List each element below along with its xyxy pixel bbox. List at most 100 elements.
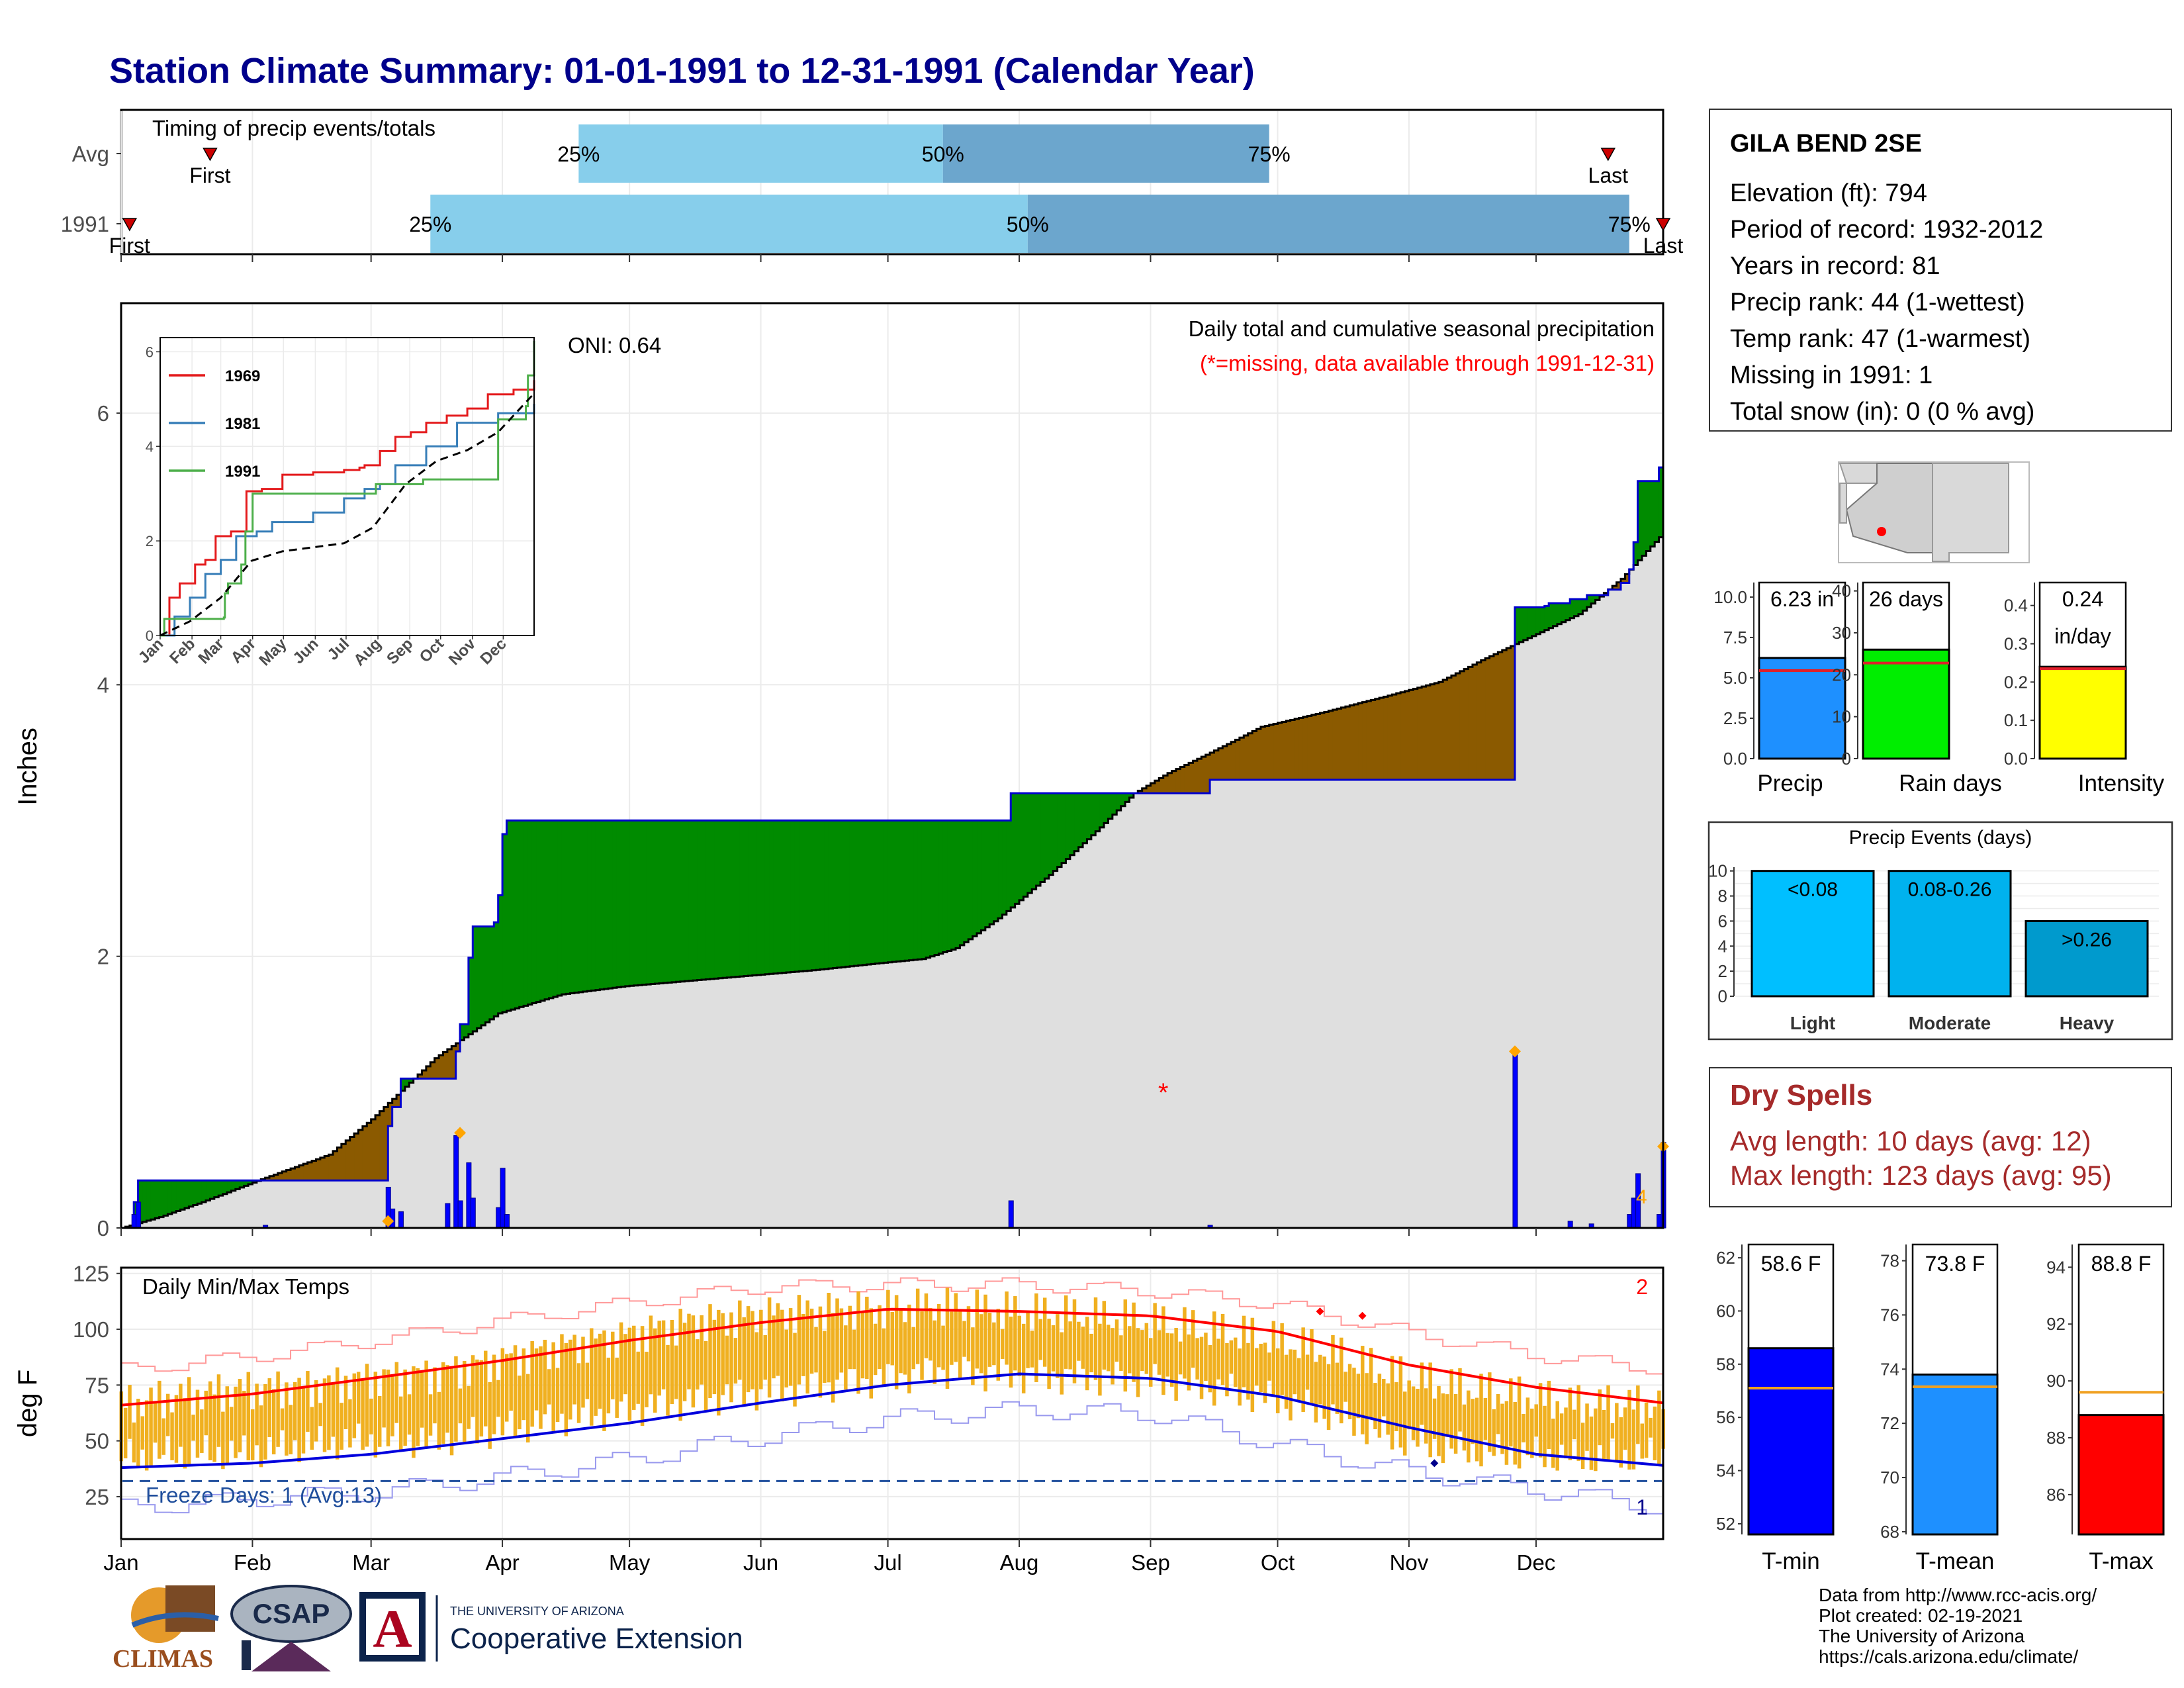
- month-tick-label: Oct: [1261, 1550, 1295, 1575]
- deficit-fill: [320, 1157, 325, 1181]
- daily-temp-bar: [924, 1293, 929, 1358]
- surplus-fill: [235, 1180, 240, 1190]
- surplus-fill: [1637, 481, 1643, 561]
- deficit-fill: [1616, 582, 1621, 590]
- deficit-fill: [333, 1150, 338, 1181]
- mini-bar-label: Precip: [1757, 771, 1823, 796]
- surplus-fill: [756, 820, 762, 975]
- daily-temp-bar: [1530, 1408, 1534, 1458]
- daily-temp-bar: [174, 1395, 179, 1463]
- daily-temp-bar: [1174, 1327, 1178, 1401]
- surplus-fill: [938, 820, 944, 954]
- daily-temp-bar: [1242, 1315, 1246, 1387]
- daily-temp-bar: [1471, 1399, 1475, 1444]
- deficit-fill: [375, 1115, 381, 1181]
- climas-swoosh-icon: [131, 1612, 219, 1628]
- mini-bar-label: Intensity: [2078, 771, 2165, 796]
- surplus-fill: [561, 820, 567, 995]
- deficit-fill: [1426, 685, 1431, 780]
- surplus-fill: [1540, 607, 1545, 632]
- deficit-fill: [1311, 714, 1316, 780]
- daily-temp-bar: [733, 1338, 738, 1384]
- daily-precip-bar: [1567, 1221, 1573, 1229]
- deficit-fill: [1485, 658, 1490, 780]
- daily-temp-bar: [441, 1362, 445, 1444]
- deficit-fill: [324, 1156, 330, 1181]
- surplus-fill: [1053, 793, 1058, 871]
- deficit-fill: [1371, 700, 1376, 780]
- daily-temp-bar: [1136, 1328, 1140, 1397]
- daily-temp-bar: [420, 1372, 424, 1428]
- daily-temp-bar: [1398, 1356, 1403, 1448]
- deficit-fill: [434, 1058, 439, 1079]
- deficit-fill: [1210, 752, 1215, 780]
- surplus-fill: [735, 820, 741, 977]
- daily-precip-bar: [1512, 1053, 1518, 1229]
- surplus-fill: [189, 1180, 194, 1207]
- daily-temp-bar: [1254, 1348, 1259, 1386]
- daily-temp-bar: [1169, 1333, 1174, 1387]
- daily-temp-bar: [572, 1335, 576, 1405]
- daily-temp-bar: [1475, 1397, 1479, 1462]
- deficit-fill: [1295, 718, 1300, 780]
- temp-y-tick-label: 25: [85, 1485, 109, 1509]
- daily-temp-bar: [1250, 1317, 1255, 1413]
- surplus-fill: [1129, 793, 1134, 798]
- surplus-fill: [1646, 481, 1651, 551]
- events-tick-label: 8: [1718, 886, 1727, 906]
- deficit-fill: [1464, 669, 1469, 780]
- surplus-fill: [240, 1180, 245, 1188]
- surplus-fill: [926, 820, 931, 958]
- temp-bar-tick-label: 56: [1716, 1407, 1735, 1427]
- surplus-fill: [921, 820, 927, 959]
- daily-temp-bar: [1187, 1334, 1191, 1391]
- daily-temp-bar: [1432, 1398, 1437, 1439]
- surplus-fill: [1650, 481, 1655, 547]
- events-tick-label: 0: [1718, 986, 1727, 1006]
- daily-temp-bar: [717, 1309, 721, 1416]
- daily-temp-bar: [1106, 1325, 1111, 1372]
- daily-temp-bar: [958, 1309, 962, 1378]
- daily-temp-bar: [653, 1328, 657, 1413]
- daily-temp-bar: [590, 1328, 594, 1426]
- deficit-fill: [1468, 667, 1473, 780]
- surplus-fill: [460, 1024, 465, 1041]
- daily-temp-bar: [886, 1289, 890, 1364]
- daily-temp-bar: [1021, 1323, 1026, 1393]
- surplus-fill: [956, 820, 961, 949]
- daily-temp-bar: [1534, 1404, 1538, 1437]
- deficit-fill: [1320, 712, 1325, 780]
- map-california: [1839, 483, 1847, 524]
- surplus-fill: [1023, 793, 1028, 897]
- daily-temp-bar: [1263, 1342, 1267, 1403]
- surplus-fill: [985, 820, 990, 927]
- deficit-fill: [455, 1043, 461, 1052]
- daily-temp-bar: [229, 1407, 234, 1441]
- deficit-fill: [1472, 665, 1477, 780]
- daily-temp-bar: [424, 1360, 428, 1447]
- surplus-fill: [820, 820, 825, 970]
- surplus-fill: [1591, 595, 1596, 604]
- surplus-fill: [600, 820, 605, 990]
- daily-temp-bar: [530, 1340, 534, 1427]
- timing-p75-label: 75%: [1248, 142, 1291, 166]
- deficit-fill: [1489, 656, 1494, 780]
- daily-temp-bar: [729, 1312, 733, 1403]
- events-bar: [1751, 870, 1875, 998]
- surplus-fill: [557, 820, 563, 996]
- record-max-line: [121, 1277, 1664, 1375]
- surplus-fill: [811, 820, 817, 970]
- surplus-fill: [1074, 793, 1079, 851]
- events-bar-label: 0.08-0.26: [1908, 879, 1992, 901]
- surplus-fill: [760, 820, 766, 975]
- daily-temp-bar: [678, 1309, 682, 1421]
- surplus-fill: [214, 1180, 219, 1197]
- daily-temp-bar: [1640, 1423, 1644, 1459]
- daily-temp-bar: [767, 1297, 772, 1398]
- surplus-fill: [743, 820, 749, 976]
- daily-temp-bar: [212, 1394, 216, 1462]
- daily-temp-bar: [1038, 1319, 1043, 1360]
- daily-temp-bar: [1382, 1379, 1386, 1417]
- station-precip-rank: Precip rank: 44 (1-wettest): [1730, 289, 2025, 316]
